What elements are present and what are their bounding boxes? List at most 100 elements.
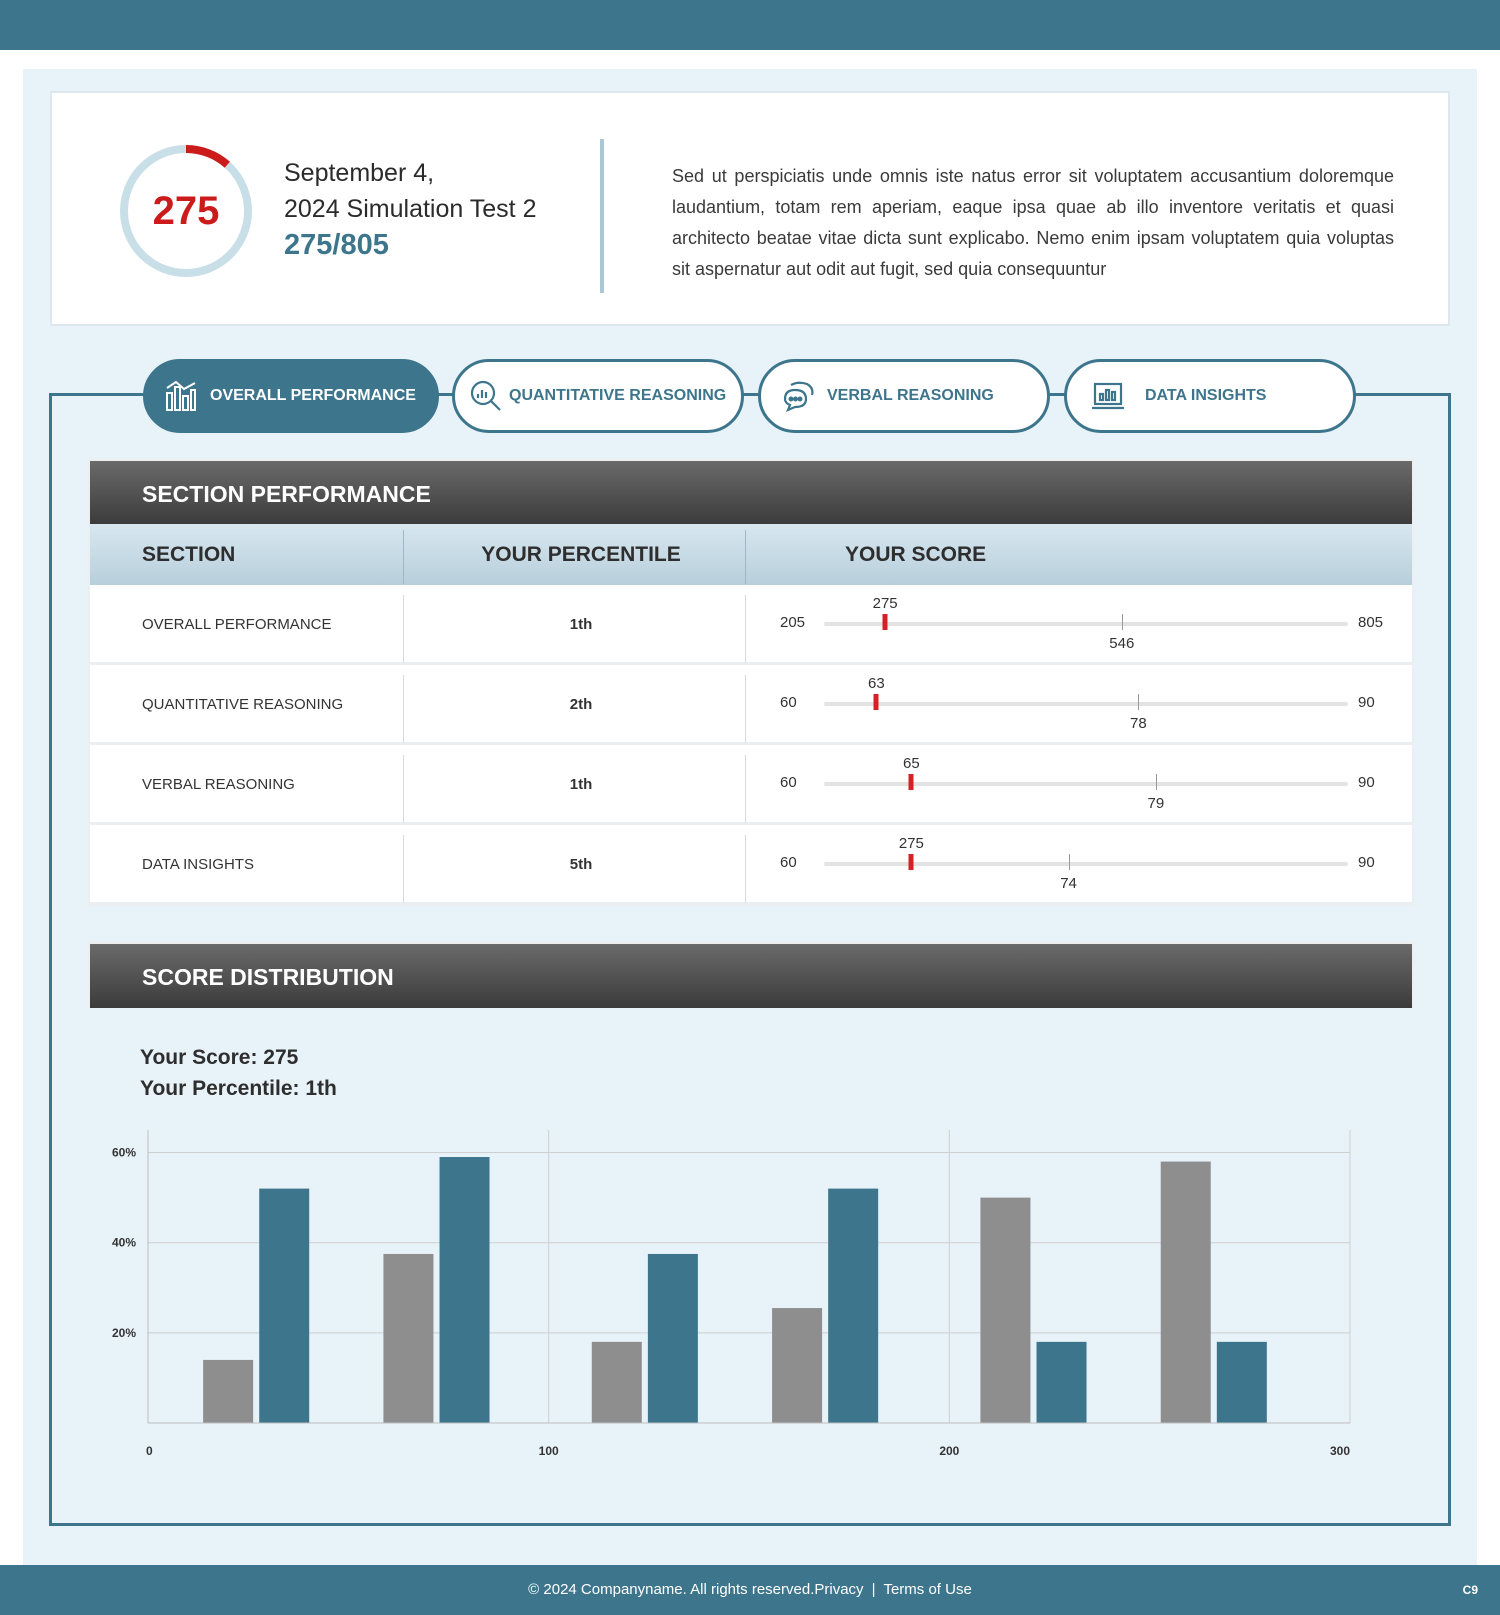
table-row: DATA INSIGHTS 5th 60 74 275 90 (90, 825, 1412, 905)
row-divider (403, 755, 404, 823)
range-min: 205 (780, 614, 806, 631)
section-name: DATA INSIGHTS (142, 856, 254, 873)
average-score-label: 546 (1109, 635, 1135, 652)
section-percentile: 1th (569, 616, 593, 633)
bar-comparison (980, 1197, 1031, 1423)
range-min: 60 (780, 854, 797, 871)
test-description: Sed ut perspiciatis unde omnis iste natu… (672, 166, 1394, 279)
header-divider (600, 139, 604, 293)
range-max: 90 (1358, 854, 1375, 871)
table-row: QUANTITATIVE REASONING 2th 60 78 63 90 (90, 665, 1412, 745)
terms-link[interactable]: Terms of Use (883, 1581, 972, 1598)
tab-label: DATA INSIGHTS (1145, 387, 1267, 404)
x-tick-label: 200 (939, 1444, 959, 1458)
bar-distribution (828, 1188, 879, 1423)
table-header: SECTION YOUR PERCENTILE YOUR SCORE (90, 524, 1412, 585)
score-distribution-title: SCORE DISTRIBUTION (88, 942, 1414, 1008)
test-date: September 4, (284, 159, 435, 187)
x-tick-label: 300 (1330, 1444, 1350, 1458)
speech-bubbles-icon (783, 381, 814, 413)
tab-connector (1048, 393, 1068, 396)
frame-top-right (1354, 393, 1451, 396)
score-range-track (824, 862, 1348, 866)
row-divider (745, 835, 746, 903)
range-max: 90 (1358, 774, 1375, 791)
bar-comparison (203, 1359, 254, 1423)
row-divider (745, 595, 746, 663)
score-range-track (824, 782, 1348, 786)
copyright-text: © 2024 Companyname. All rights reserved. (528, 1581, 815, 1598)
range-min: 60 (780, 774, 797, 791)
section-performance-title: SECTION PERFORMANCE (88, 459, 1414, 525)
average-tick (1138, 694, 1140, 710)
column-header-percentile: YOUR PERCENTILE (481, 543, 681, 566)
bar-distribution (439, 1157, 490, 1423)
y-tick-label: 40% (112, 1236, 136, 1250)
average-tick (1068, 854, 1070, 870)
bar-comparison (383, 1253, 434, 1423)
section-percentile: 2th (569, 696, 593, 713)
your-score-value: 65 (902, 755, 920, 772)
section-name: VERBAL REASONING (142, 776, 295, 793)
top-bar (0, 0, 1500, 50)
bar-distribution (259, 1188, 310, 1423)
column-divider (745, 530, 746, 584)
y-tick-label: 60% (112, 1146, 136, 1160)
row-divider (745, 755, 746, 823)
tab-overall-performance[interactable]: OVERALL PERFORMANCE (143, 359, 439, 433)
footer-code: C9 (1462, 1583, 1478, 1597)
average-tick (1155, 774, 1157, 790)
result-header-card: 275 September 4, 2024 Simulation Test 2 … (50, 91, 1450, 326)
column-divider (403, 530, 404, 584)
footer: © 2024 Companyname. All rights reserved.… (0, 1565, 1500, 1615)
column-header-score: YOUR SCORE (845, 543, 987, 566)
range-max: 90 (1358, 694, 1375, 711)
x-tick-label: 100 (539, 1444, 559, 1458)
row-divider (403, 835, 404, 903)
tab-connector (742, 393, 762, 396)
tab-label: QUANTITATIVE REASONING (509, 387, 727, 404)
your-percentile-label: Your Percentile: 1th (140, 1077, 337, 1100)
section-percentile: 1th (569, 776, 593, 793)
section-percentile: 5th (569, 856, 593, 873)
average-tick (1121, 614, 1123, 630)
tab-connector (436, 393, 456, 396)
footer-links: © 2024 Companyname. All rights reserved.… (0, 1565, 1500, 1615)
your-score-value: 275 (898, 835, 924, 852)
section-name: OVERALL PERFORMANCE (142, 616, 332, 633)
row-divider (403, 595, 404, 663)
magnifier-chart-icon (470, 380, 501, 411)
tab-verbal-reasoning[interactable]: VERBAL REASONING (758, 359, 1050, 433)
row-divider (403, 675, 404, 743)
tab-quantitative-reasoning[interactable]: QUANTITATIVE REASONING (452, 359, 744, 433)
bar-chart-icon (166, 380, 196, 411)
bar-comparison (591, 1341, 642, 1423)
score-out-of: 275/805 (284, 229, 389, 261)
table-row: OVERALL PERFORMANCE 1th 205 546 275 805 (90, 585, 1412, 665)
your-score-marker (873, 694, 879, 710)
your-score-marker (908, 854, 914, 870)
privacy-link[interactable]: Privacy (814, 1581, 864, 1598)
test-name: 2024 Simulation Test 2 (284, 195, 537, 223)
footer-separator: | (871, 1581, 876, 1598)
x-tick-label: 0 (146, 1444, 153, 1458)
average-score-label: 74 (1060, 875, 1077, 892)
bar-comparison (1160, 1161, 1211, 1423)
your-score-marker (908, 774, 914, 790)
tab-data-insights[interactable]: DATA INSIGHTS (1064, 359, 1356, 433)
range-max: 805 (1358, 614, 1384, 631)
bar-distribution (1216, 1341, 1267, 1423)
your-score-value: 63 (868, 675, 885, 692)
column-header-section: SECTION (142, 543, 236, 566)
score-range-track (824, 622, 1348, 626)
section-performance-table: SECTION YOUR PERCENTILE YOUR SCORE OVERA… (88, 524, 1414, 906)
table-row: VERBAL REASONING 1th 60 79 65 90 (90, 745, 1412, 825)
your-score-marker (882, 614, 888, 630)
score-ring (120, 145, 252, 277)
tab-label: OVERALL PERFORMANCE (210, 387, 416, 404)
performance-frame (49, 393, 1451, 1526)
section-name: QUANTITATIVE REASONING (142, 696, 344, 713)
row-divider (745, 675, 746, 743)
total-score: 275 (152, 189, 220, 233)
range-min: 60 (780, 694, 797, 711)
